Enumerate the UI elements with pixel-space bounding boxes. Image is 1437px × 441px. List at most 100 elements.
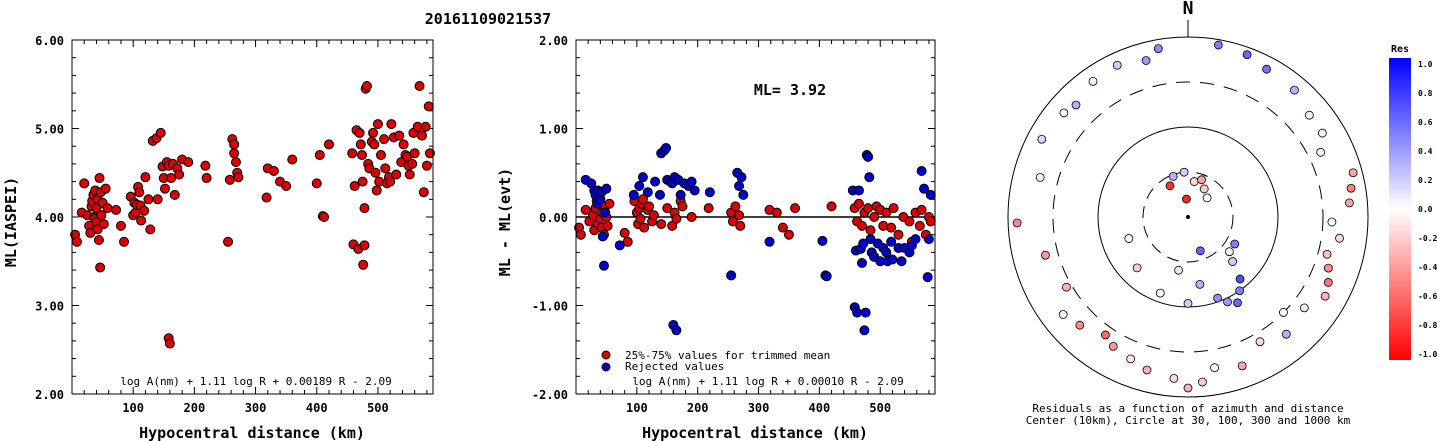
colorbar-tick-label: 0.0 — [1418, 205, 1433, 214]
data-point — [183, 157, 194, 168]
station-residual-point — [1197, 175, 1206, 185]
data-point — [888, 203, 899, 214]
station-residual-point — [1126, 354, 1136, 364]
x-tick-label: 100 — [626, 401, 648, 415]
ml-iaspei-frame — [71, 39, 434, 395]
data-point — [119, 236, 130, 247]
station-residual-point — [1174, 265, 1184, 275]
data-point — [268, 165, 279, 176]
data-point — [174, 169, 185, 180]
y-tick-label: -2.00 — [532, 388, 568, 402]
data-point — [919, 183, 930, 194]
data-point — [736, 172, 747, 183]
data-point — [160, 183, 171, 194]
ml-value-annotation: ML= 3.92 — [754, 81, 826, 99]
station-residual-point — [1235, 274, 1245, 284]
station-residual-point — [1235, 286, 1245, 296]
colorbar-tick-label: 1.0 — [1418, 60, 1433, 69]
data-point — [230, 157, 241, 168]
data-point — [357, 150, 368, 161]
data-point — [869, 212, 880, 222]
station-residual-point — [1153, 44, 1163, 53]
data-point — [703, 203, 714, 214]
data-point — [143, 194, 154, 205]
data-point — [152, 194, 163, 205]
data-point — [311, 178, 322, 189]
data-point — [102, 203, 113, 214]
data-point — [677, 201, 688, 212]
data-point — [600, 207, 611, 218]
y-tick-label: 1.00 — [539, 123, 568, 137]
y-tick-label: 4.00 — [35, 211, 64, 225]
y-tick-label: 3.00 — [35, 300, 64, 314]
data-point — [223, 236, 234, 247]
data-point — [925, 189, 936, 200]
data-point — [369, 139, 380, 150]
station-residual-point — [1155, 288, 1165, 298]
data-point — [671, 213, 682, 224]
data-point — [852, 307, 863, 318]
ring-1000km — [1007, 36, 1369, 398]
data-point — [886, 222, 897, 233]
data-point — [386, 119, 397, 130]
station-residual-point — [1189, 177, 1199, 186]
data-point — [853, 185, 864, 196]
data-point — [357, 176, 368, 187]
data-point — [229, 139, 240, 150]
colorbar-tick-label: 0.6 — [1418, 118, 1433, 127]
station-residual-point — [1035, 173, 1045, 182]
station-residual-point — [1183, 298, 1193, 308]
ml-residual-ylabel: ML - ML(evt) — [496, 168, 514, 276]
data-point — [224, 174, 235, 185]
data-point — [601, 183, 612, 194]
y-tick-label: 6.00 — [35, 34, 64, 48]
data-point — [777, 222, 788, 233]
data-point — [656, 219, 667, 230]
data-point — [821, 271, 832, 282]
data-point — [314, 150, 325, 161]
data-point — [922, 272, 933, 283]
data-point — [730, 201, 741, 212]
data-point — [689, 185, 700, 196]
colorbar-tick-label: -0.4 — [1418, 263, 1437, 272]
data-point — [925, 216, 936, 227]
colorbar-tick-label: 0.2 — [1418, 176, 1433, 185]
station-residual-point — [1344, 198, 1354, 208]
data-point — [98, 219, 109, 230]
x-tick-label: 400 — [306, 401, 328, 415]
data-point — [404, 169, 415, 180]
data-point — [598, 260, 609, 271]
station-residual-point — [1195, 246, 1205, 256]
station-residual-point — [1322, 249, 1332, 259]
data-point — [853, 198, 864, 209]
data-point — [863, 151, 874, 162]
x-tick-label: 400 — [809, 401, 831, 415]
station-residual-point — [1327, 217, 1337, 227]
station-residual-point — [1059, 108, 1069, 118]
data-point — [100, 183, 111, 194]
data-point — [93, 235, 104, 246]
data-point — [95, 262, 106, 273]
data-point — [910, 234, 921, 245]
data-point — [140, 172, 151, 183]
colorbar-tick-label: -0.6 — [1418, 292, 1437, 301]
data-point — [79, 178, 90, 189]
data-point — [370, 167, 381, 178]
data-point — [726, 270, 737, 281]
data-point — [379, 134, 390, 145]
data-point — [423, 101, 434, 112]
data-point — [859, 325, 870, 336]
data-point — [200, 160, 211, 171]
colorbar-gradient — [1389, 58, 1411, 360]
ml-residual-xlabel: Hypocentral distance (km) — [642, 424, 868, 441]
data-point — [145, 224, 156, 235]
event-title: 20161109021537 — [425, 10, 551, 28]
station-residual-point — [1202, 193, 1212, 203]
data-point — [904, 216, 915, 227]
station-residual-point — [1142, 365, 1152, 375]
station-residual-point — [1141, 56, 1151, 65]
north-label: N — [1183, 0, 1194, 19]
station-residual-point — [1299, 303, 1309, 313]
data-point — [637, 194, 648, 205]
station-residual-point — [1108, 341, 1118, 351]
